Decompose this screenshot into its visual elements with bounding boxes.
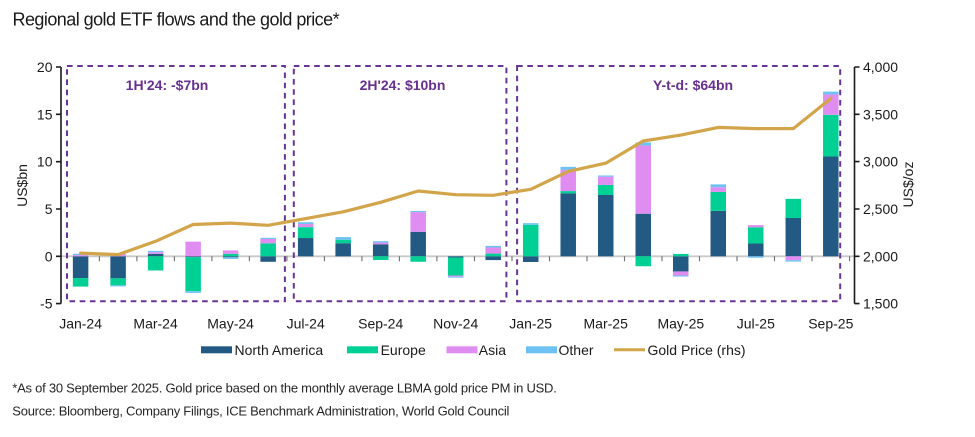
svg-text:1H'24: -$7bn: 1H'24: -$7bn (126, 77, 209, 93)
svg-text:US$bn: US$bn (14, 164, 30, 207)
svg-text:Jan-24: Jan-24 (59, 316, 102, 332)
svg-text:15: 15 (37, 106, 53, 122)
svg-text:Other: Other (559, 342, 594, 358)
svg-text:US$/oz: US$/oz (900, 162, 916, 208)
svg-text:4,000: 4,000 (863, 59, 898, 75)
svg-text:Europe: Europe (381, 342, 426, 358)
svg-text:2H'24: $10bn: 2H'24: $10bn (360, 77, 446, 93)
svg-text:Sep-24: Sep-24 (358, 316, 403, 332)
svg-text:May-24: May-24 (207, 316, 254, 332)
svg-text:Jul-24: Jul-24 (287, 316, 325, 332)
svg-text:1,500: 1,500 (863, 296, 898, 312)
svg-text:Asia: Asia (479, 342, 506, 358)
svg-text:-5: -5 (40, 296, 53, 312)
svg-text:North America: North America (235, 342, 324, 358)
svg-text:May-25: May-25 (657, 316, 704, 332)
svg-text:*As of 30 September 2025. Gold: *As of 30 September 2025. Gold price bas… (12, 381, 556, 396)
svg-text:Sep-25: Sep-25 (808, 316, 853, 332)
svg-text:Mar-24: Mar-24 (133, 316, 178, 332)
svg-text:10: 10 (37, 154, 53, 170)
svg-text:2,000: 2,000 (863, 248, 898, 264)
svg-text:Regional gold ETF flows and th: Regional gold ETF flows and the gold pri… (13, 10, 340, 30)
svg-text:Y-t-d: $64bn: Y-t-d: $64bn (653, 77, 733, 93)
svg-text:20: 20 (37, 59, 53, 75)
svg-text:2,500: 2,500 (863, 201, 898, 217)
svg-text:3,500: 3,500 (863, 106, 898, 122)
svg-text:0: 0 (45, 248, 53, 264)
svg-text:Jul-25: Jul-25 (737, 316, 775, 332)
svg-text:Jan-25: Jan-25 (509, 316, 552, 332)
svg-text:Mar-25: Mar-25 (584, 316, 629, 332)
svg-text:3,000: 3,000 (863, 154, 898, 170)
svg-text:5: 5 (45, 201, 53, 217)
svg-text:Gold Price (rhs): Gold Price (rhs) (648, 342, 746, 358)
svg-text:Source: Bloomberg, Company Fil: Source: Bloomberg, Company Filings, ICE … (12, 404, 509, 419)
svg-text:Nov-24: Nov-24 (433, 316, 478, 332)
